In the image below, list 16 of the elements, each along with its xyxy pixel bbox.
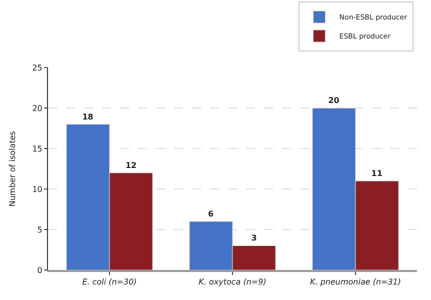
data-label: 18 [82, 112, 94, 122]
data-label: 11 [371, 168, 383, 178]
data-label: 20 [328, 96, 340, 106]
data-label: 3 [251, 234, 257, 243]
y-tick-label: 0 [37, 266, 42, 275]
x-tick-label: K. oxytoca (n=9) [198, 278, 266, 287]
y-tick-label: 5 [37, 225, 42, 234]
y-tick-label: 15 [32, 144, 42, 154]
y-tick-label: 25 [32, 64, 42, 72]
y-tick-label: 20 [32, 104, 42, 113]
data-label: 12 [125, 160, 137, 170]
y-tick-label: 10 [32, 184, 42, 194]
x-tick-label: K. pneumoniae (n=31) [310, 278, 402, 287]
x-tick-label: E. coli (n=30) [82, 278, 137, 287]
data-label: 6 [208, 209, 214, 218]
y-axis-title: Number of isolates [8, 131, 17, 207]
